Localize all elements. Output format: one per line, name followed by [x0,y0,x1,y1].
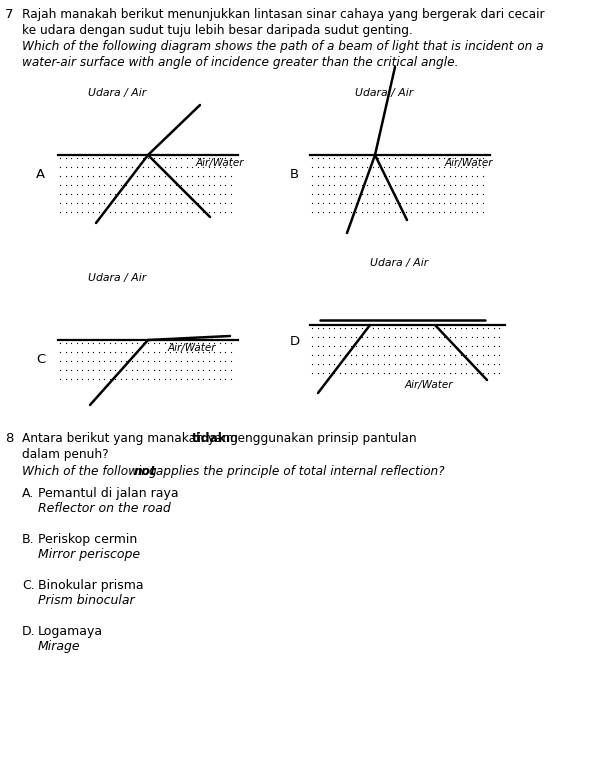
Text: C.: C. [22,579,35,592]
Text: Antara berikut yang manakah yang: Antara berikut yang manakah yang [22,432,241,445]
Text: Reflector on the road: Reflector on the road [38,502,171,515]
Text: A: A [36,168,45,181]
Text: C: C [36,353,45,366]
Text: tidak: tidak [192,432,227,445]
Text: Udara / Air: Udara / Air [355,88,413,98]
Text: Udara / Air: Udara / Air [370,258,428,268]
Text: Air/Water: Air/Water [445,158,494,168]
Text: Rajah manakah berikut menunjukkan lintasan sinar cahaya yang bergerak dari cecai: Rajah manakah berikut menunjukkan lintas… [22,8,544,21]
Text: Which of the following: Which of the following [22,465,161,478]
Text: applies the principle of total internal reflection?: applies the principle of total internal … [152,465,445,478]
Text: dalam penuh?: dalam penuh? [22,448,108,461]
Text: ke udara dengan sudut tuju lebih besar daripada sudut genting.: ke udara dengan sudut tuju lebih besar d… [22,24,413,37]
Text: Udara / Air: Udara / Air [88,88,146,98]
Text: Periskop cermin: Periskop cermin [38,533,137,546]
Text: B: B [290,168,299,181]
Text: Air/Water: Air/Water [196,158,244,168]
Text: Logamaya: Logamaya [38,625,103,638]
Text: Binokular prisma: Binokular prisma [38,579,144,592]
Text: D: D [290,335,300,348]
Text: not: not [134,465,157,478]
Text: 8: 8 [5,432,14,445]
Text: Air/Water: Air/Water [168,343,217,353]
Text: Mirror periscope: Mirror periscope [38,548,140,561]
Text: Pemantul di jalan raya: Pemantul di jalan raya [38,487,178,500]
Text: D.: D. [22,625,35,638]
Text: 7: 7 [5,8,14,21]
Text: Air/Water: Air/Water [405,380,454,390]
Text: A.: A. [22,487,34,500]
Text: Udara / Air: Udara / Air [88,273,146,283]
Text: Prism binocular: Prism binocular [38,594,135,607]
Text: water-air surface with angle of incidence greater than the critical angle.: water-air surface with angle of incidenc… [22,56,458,69]
Text: menggunakan prinsip pantulan: menggunakan prinsip pantulan [222,432,416,445]
Text: Mirage: Mirage [38,640,81,653]
Text: B.: B. [22,533,35,546]
Text: Which of the following diagram shows the path of a beam of light that is inciden: Which of the following diagram shows the… [22,40,544,53]
